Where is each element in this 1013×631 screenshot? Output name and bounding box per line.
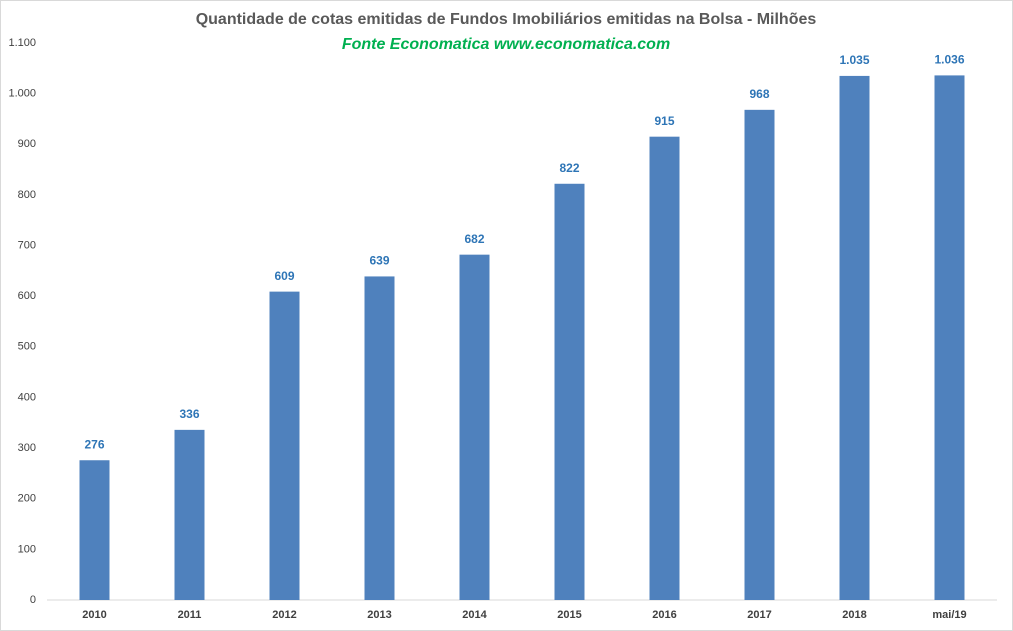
bar xyxy=(934,75,965,600)
bar xyxy=(554,183,585,600)
y-tick-label: 400 xyxy=(18,391,36,403)
value-label: 1.036 xyxy=(934,53,964,67)
bar xyxy=(459,254,490,600)
x-tick-label: 2013 xyxy=(367,609,391,621)
value-label: 336 xyxy=(179,407,199,421)
bar xyxy=(649,136,680,600)
x-tick-label: mai/19 xyxy=(932,609,966,621)
chart-subtitle: Fonte Economatica www.economatica.com xyxy=(342,36,670,53)
y-tick-label: 300 xyxy=(18,442,36,454)
x-tick-label: 2018 xyxy=(842,609,866,621)
x-tick-label: 2016 xyxy=(652,609,676,621)
y-tick-label: 700 xyxy=(18,239,36,251)
y-tick-label: 800 xyxy=(18,189,36,201)
x-tick-label: 2014 xyxy=(462,609,487,621)
x-tick-label: 2017 xyxy=(747,609,771,621)
bar xyxy=(839,75,870,600)
y-tick-label: 100 xyxy=(18,543,36,555)
y-tick-label: 500 xyxy=(18,341,36,353)
y-tick-label: 1.100 xyxy=(8,37,36,49)
y-tick-label: 600 xyxy=(18,290,36,302)
x-tick-label: 2010 xyxy=(82,609,106,621)
x-tick-label: 2011 xyxy=(178,609,202,621)
y-tick-label: 0 xyxy=(30,594,36,606)
value-label: 639 xyxy=(369,254,389,268)
bar xyxy=(79,460,110,600)
bar xyxy=(174,429,205,600)
x-tick-label: 2012 xyxy=(272,609,296,621)
value-label: 822 xyxy=(559,161,579,175)
bar xyxy=(269,291,300,600)
value-label: 968 xyxy=(749,87,769,101)
bar xyxy=(364,276,395,600)
chart-title: Quantidade de cotas emitidas de Fundos I… xyxy=(196,11,817,28)
value-label: 682 xyxy=(464,232,484,246)
bar xyxy=(744,109,775,600)
y-tick-label: 900 xyxy=(18,138,36,150)
value-label: 609 xyxy=(274,269,294,283)
y-tick-label: 1.000 xyxy=(8,88,36,100)
x-tick-label: 2015 xyxy=(557,609,581,621)
value-label: 276 xyxy=(84,437,104,451)
value-label: 915 xyxy=(654,114,674,128)
value-label: 1.035 xyxy=(839,53,869,67)
y-tick-label: 200 xyxy=(18,493,36,505)
